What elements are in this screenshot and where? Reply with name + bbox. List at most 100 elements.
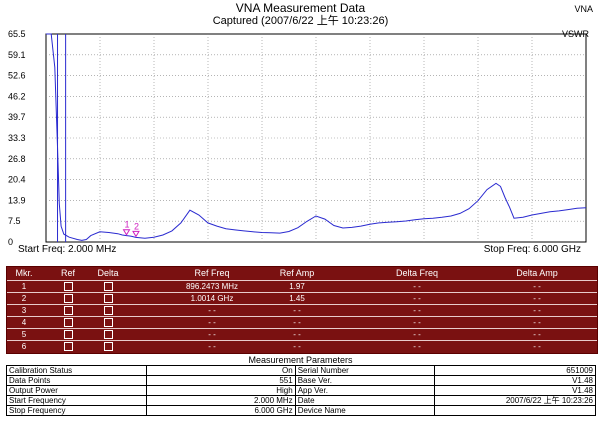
delta-amp: - - (533, 330, 541, 339)
parameter-key: Start Frequency (5, 395, 148, 406)
delta-amp: - - (533, 342, 541, 351)
stop-freq-label: Stop Freq: 6.000 GHz (483, 244, 581, 255)
parameter-row: Data Points 551 Base Ver. V1.48 (5, 375, 596, 386)
parameter-value: 6.000 GHz (146, 405, 296, 416)
marker-number: 1 (21, 282, 27, 291)
parameter-value: V1.48 (434, 385, 596, 396)
column-header: Ref Amp (279, 268, 315, 278)
parameter-row: Calibration Status On Serial Number 651009 (5, 365, 596, 376)
column-header: Delta Amp (516, 268, 558, 278)
delta-freq: - - (413, 294, 421, 303)
delta-freq: - - (413, 306, 421, 315)
delta-checkbox[interactable] (103, 342, 113, 351)
ref-checkbox[interactable] (63, 294, 73, 303)
ref-checkbox[interactable] (63, 342, 73, 351)
ref-freq: - - (208, 342, 216, 351)
parameter-value: 2007/6/22 上午 10:23:26 (434, 395, 596, 406)
y-tick-label: 7.5 (8, 216, 21, 226)
parameter-value (434, 405, 596, 416)
ref-checkbox[interactable] (63, 318, 73, 327)
vswr-trace (46, 33, 587, 241)
y-tick-label: 26.8 (8, 154, 26, 164)
column-header: Ref Freq (194, 268, 230, 278)
delta-amp: - - (533, 282, 541, 291)
parameter-key: Date (294, 395, 436, 406)
ref-checkbox[interactable] (63, 330, 73, 339)
parameter-key: Data Points (5, 375, 148, 386)
column-header: Ref (60, 268, 75, 278)
parameter-key: Serial Number (294, 365, 436, 376)
marker-row: 6 - - - - - - - - (7, 340, 597, 352)
parameter-key: Device Name (294, 405, 436, 416)
page-title: VNA Measurement Data (235, 1, 366, 15)
y-tick-label: 46.2 (8, 91, 26, 101)
parameter-value: 2.000 MHz (146, 395, 296, 406)
marker-row: 3 - - - - - - - - (7, 304, 597, 316)
marker-number: 2 (21, 294, 27, 303)
parameter-row: Stop Frequency 6.000 GHz Device Name (5, 405, 596, 416)
vna-tag: VNA (574, 4, 593, 14)
ref-freq: 896.2473 MHz (185, 282, 239, 291)
marker-icon (122, 229, 131, 236)
start-freq-label: Start Freq: 2.000 MHz (18, 244, 117, 255)
column-header: Mkr. (15, 268, 33, 278)
ref-freq: - - (208, 330, 216, 339)
ref-amp: 1.45 (289, 294, 305, 303)
delta-checkbox[interactable] (103, 282, 113, 291)
parameter-value: On (146, 365, 296, 376)
parameter-value: High (146, 385, 296, 396)
ref-checkbox[interactable] (63, 282, 73, 291)
column-header: Delta (97, 268, 119, 278)
ref-amp: - - (293, 306, 301, 315)
marker-number: 4 (21, 318, 27, 327)
marker-number: 6 (21, 342, 27, 351)
parameters-title: Measurement Parameters (248, 355, 353, 365)
vswr-chart: 65.5 59.1 52.6 46.2 39.7 33.3 26.8 20.4 13.9 7.5 0… (8, 29, 587, 247)
delta-amp: - - (533, 306, 541, 315)
marker-row: 5 - - - - - - - - (7, 328, 597, 340)
parameter-value: 651009 (434, 365, 596, 376)
delta-checkbox[interactable] (103, 294, 113, 303)
marker-icon (132, 230, 140, 238)
marker-row: 1 896.2473 MHz 1.97 - - - - (7, 280, 597, 292)
delta-amp: - - (533, 294, 541, 303)
y-tick-label: 20.4 (8, 175, 26, 185)
marker-table-header: Mkr. Ref Delta Ref Freq Ref Amp Delta Freq Del… (7, 267, 597, 279)
captured-timestamp: Captured (2007/6/22 上午 10:23:26) (212, 15, 389, 27)
delta-checkbox[interactable] (103, 306, 113, 315)
ref-amp: - - (293, 342, 301, 351)
delta-freq: - - (413, 318, 421, 327)
y-axis-label: VSWR (562, 29, 589, 39)
delta-checkbox[interactable] (103, 330, 113, 339)
delta-freq: - - (413, 330, 421, 339)
ref-amp: - - (293, 318, 301, 327)
parameter-key: Base Ver. (294, 375, 436, 386)
marker-number: 5 (21, 330, 27, 339)
parameter-key: Calibration Status (5, 365, 148, 376)
y-tick-label: 59.1 (8, 50, 26, 60)
parameter-value: V1.48 (434, 375, 596, 386)
marker-table: Mkr. Ref Delta Ref Freq Ref Amp Delta Freq Del… (6, 266, 598, 354)
marker-label: 2 (134, 221, 139, 231)
y-tick-label: 33.3 (8, 133, 26, 143)
y-tick-label: 52.6 (8, 71, 26, 81)
delta-checkbox[interactable] (103, 318, 113, 327)
y-tick-label: 65.5 (8, 29, 26, 39)
parameter-row: Start Frequency 2.000 MHz Date 2007/6/22 上午… (5, 395, 596, 406)
parameter-value: 551 (146, 375, 296, 386)
ref-freq: - - (208, 318, 216, 327)
ref-checkbox[interactable] (63, 306, 73, 315)
parameter-key: Stop Frequency (5, 405, 148, 416)
delta-amp: - - (533, 318, 541, 327)
parameter-key: App Ver. (294, 385, 436, 396)
ref-amp: 1.97 (289, 282, 305, 291)
marker-row: 2 1.0014 GHz 1.45 - - - - (7, 292, 597, 304)
marker-row: 4 - - - - - - - - (7, 316, 597, 328)
y-tick-label: 13.9 (8, 195, 26, 205)
delta-freq: - - (413, 282, 421, 291)
delta-freq: - - (413, 342, 421, 351)
parameters-table: Calibration Status On Serial Number 651009 D… (5, 365, 596, 416)
marker-number: 3 (21, 306, 27, 315)
parameter-key: Output Power (5, 385, 148, 396)
y-tick-label: 39.7 (8, 112, 26, 122)
